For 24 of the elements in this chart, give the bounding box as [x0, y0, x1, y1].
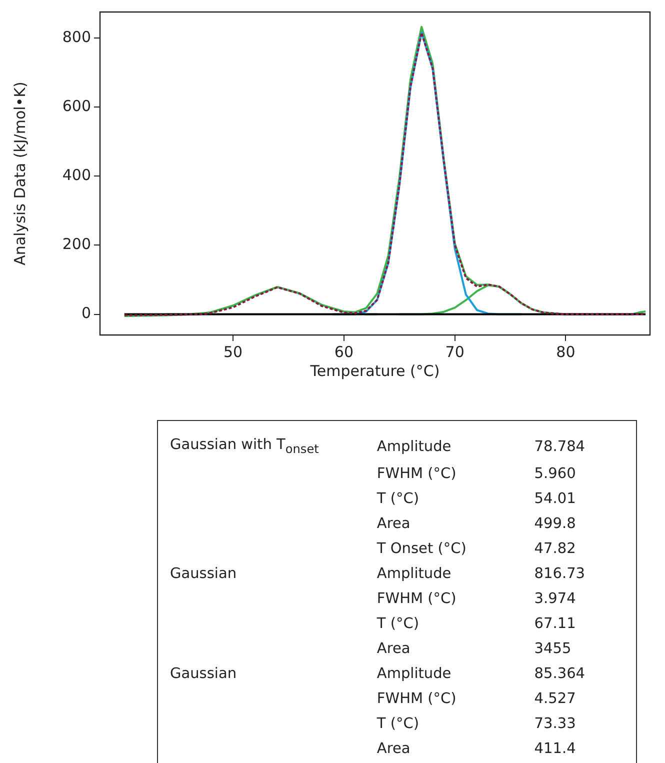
text: Gaussian with T$_{onset}$ Amplitude 78.784	[170, 437, 586, 456]
text: Gaussian Amplitude 85.364	[170, 666, 586, 682]
text: T (°C) 67.11	[376, 616, 576, 632]
y-tick-label: 800	[62, 28, 91, 46]
text: T (°C) 73.33	[376, 716, 576, 732]
text: Gaussian Amplitude 816.73	[170, 566, 586, 582]
y-tick-label: 0	[81, 304, 91, 322]
y-tick-label: 400	[62, 166, 91, 184]
text: T Onset (°C) 47.82	[376, 540, 576, 557]
y-tick-label: 600	[62, 96, 91, 115]
text: Area 3455	[376, 640, 572, 657]
text: Area 499.8	[376, 516, 576, 532]
x-tick-label: 70	[445, 342, 464, 361]
x-tick-label: 80	[556, 342, 576, 361]
text: FWHM (°C) 4.527	[376, 690, 576, 707]
text: FWHM (°C) 3.974	[376, 590, 576, 607]
text: FWHM (°C) 5.960	[376, 466, 576, 482]
x-axis-title: Temperature (°C)	[309, 362, 440, 380]
text: Area 411.4	[376, 740, 576, 757]
text: T (°C) 54.01	[376, 490, 576, 507]
x-tick-label: 60	[334, 342, 354, 361]
x-tick-label: 50	[224, 342, 243, 361]
y-tick-label: 200	[62, 235, 91, 254]
y-axis-title: Analysis Data (kJ/mol•K)	[10, 82, 29, 266]
